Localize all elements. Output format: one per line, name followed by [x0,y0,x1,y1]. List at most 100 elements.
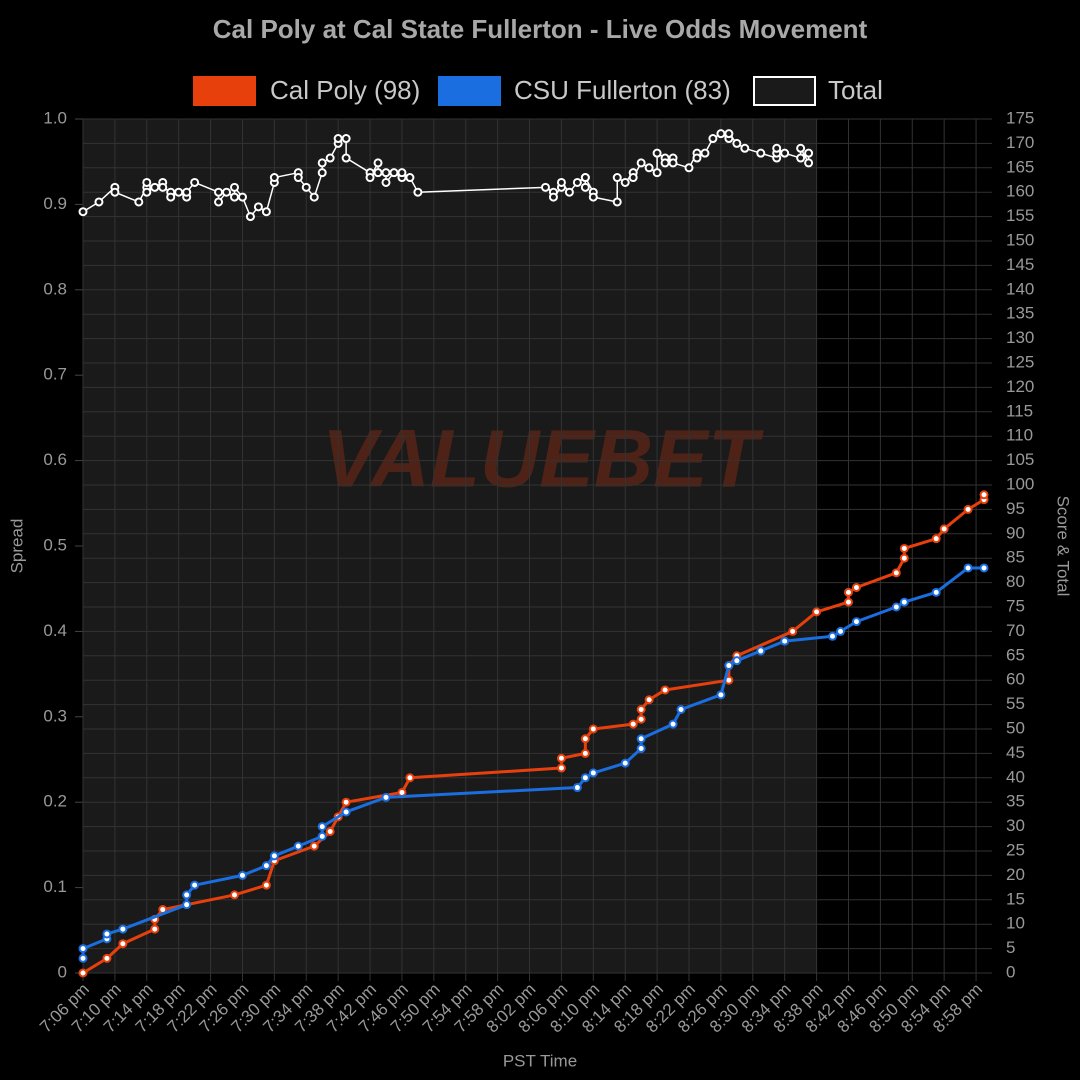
data-point [142,187,152,197]
data-point [405,773,415,783]
y2-tick-label: 155 [1006,206,1034,225]
data-point [134,197,144,207]
y2-tick-label: 120 [1006,377,1034,396]
data-point [293,841,303,851]
data-point [628,719,638,729]
data-point [636,714,646,724]
data-point [668,719,678,729]
data-point [269,851,279,861]
y2-tick-label: 5 [1006,938,1015,957]
data-point [740,143,750,153]
data-point [230,192,239,202]
data-point [804,148,814,158]
data-point [851,617,861,627]
data-point [724,661,734,671]
data-point [325,826,335,836]
data-point [317,831,327,841]
y-tick-label: 0.2 [43,792,67,811]
data-point [261,861,271,871]
data-point [652,148,662,158]
y2-tick-label: 145 [1006,255,1034,274]
data-point [333,134,343,144]
data-point [939,524,949,534]
data-point [636,158,646,168]
data-point [732,656,742,666]
data-point [588,724,598,734]
data-point [556,753,566,763]
data-point [636,734,646,744]
legend-swatch [193,76,256,106]
legend-label: Cal Poly (98) [270,75,420,105]
data-point [78,968,88,978]
data-point [804,158,814,168]
data-point [700,148,710,158]
y-tick-label: 0.4 [43,621,67,640]
data-point [548,192,558,202]
y2-tick-label: 75 [1006,596,1025,615]
y2-tick-label: 85 [1006,548,1025,567]
data-point [931,587,941,597]
data-point [413,187,423,197]
x-axis-title: PST Time [503,1051,577,1070]
data-point [237,870,247,880]
data-point [851,582,861,592]
data-point [78,207,88,217]
data-point [796,153,806,163]
y2-tick-label: 90 [1006,523,1025,542]
y-tick-label: 0.9 [43,194,67,213]
y2-tick-label: 115 [1006,401,1033,420]
data-point [620,758,630,768]
data-point [628,173,638,183]
data-point [222,187,232,197]
data-point [102,953,112,963]
data-point [245,212,255,222]
y2-tick-label: 95 [1006,499,1025,518]
data-point [182,187,192,197]
y2-tick-label: 165 [1006,157,1034,176]
data-point [668,158,678,168]
data-point [780,148,790,158]
data-point [899,553,909,563]
data-point [931,534,941,544]
data-point [676,704,686,714]
data-point [309,192,319,202]
y2-tick-label: 125 [1006,352,1034,371]
data-point [269,173,279,183]
data-point [660,685,670,695]
data-point [692,153,702,163]
y2-tick-label: 20 [1006,865,1025,884]
data-point [309,841,319,851]
y2-tick-label: 15 [1006,889,1025,908]
y2-tick-label: 50 [1006,718,1025,737]
data-point [317,168,327,178]
data-point [190,880,200,890]
data-point [620,177,630,187]
data-point [78,953,88,963]
data-point [979,563,989,573]
data-point [963,504,973,514]
y2-tick-label: 30 [1006,816,1025,835]
y2-tick-label: 160 [1006,182,1034,201]
data-point [214,187,224,197]
data-point [540,182,550,192]
data-point [78,944,88,954]
y2-tick-label: 25 [1006,840,1025,859]
data-point [588,192,598,202]
data-point [572,177,582,187]
data-point [325,153,335,163]
data-point [708,134,718,144]
data-point [836,626,845,636]
shaded-region [83,119,817,973]
data-point [341,153,351,163]
data-point [166,192,176,202]
data-point [716,690,726,700]
y2-axis-title: Score & Total [1054,496,1073,597]
data-point [365,173,375,183]
data-point [301,182,311,192]
data-point [636,704,646,714]
data-point [341,134,351,144]
data-point [373,158,383,168]
data-point [373,168,383,178]
y-tick-label: 0.1 [43,877,67,896]
